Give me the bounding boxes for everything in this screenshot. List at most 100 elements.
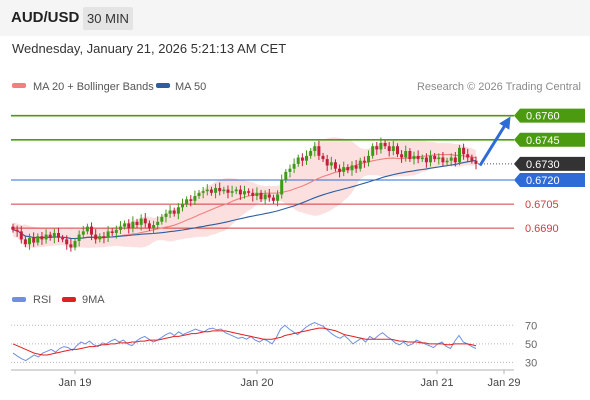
candle-body	[383, 143, 387, 147]
ma50-line	[12, 159, 477, 240]
candle-body	[338, 168, 342, 172]
candle-body	[367, 155, 370, 163]
candle-body	[164, 213, 168, 217]
candle-body	[98, 236, 102, 240]
ma50-legend-swatch	[156, 83, 170, 88]
candle-body	[458, 147, 461, 163]
candle-body	[52, 233, 56, 238]
candle-body	[193, 196, 197, 201]
chart-datetime: Wednesday, January 21, 2026 5:21:13 AM C…	[12, 41, 287, 56]
research-credit: Research © 2026 Trading Central	[417, 81, 581, 93]
candle-body	[358, 160, 362, 169]
candle-body	[15, 229, 19, 232]
candle-body	[412, 155, 416, 160]
time-tick-label: Jan 21	[420, 377, 453, 389]
candle-body	[209, 189, 213, 193]
timeframe-button[interactable]: 30 MIN	[83, 7, 133, 30]
candle-body	[152, 225, 156, 229]
candle-body	[222, 189, 226, 192]
candle-body	[449, 157, 453, 161]
candle-body	[44, 234, 48, 240]
candle-body	[321, 155, 325, 160]
time-tick-label: Jan 29	[487, 377, 520, 389]
candle-body	[466, 154, 470, 158]
candle-body	[123, 223, 127, 227]
candle-body	[441, 157, 445, 163]
candle-body	[445, 160, 449, 163]
candle-body	[77, 234, 81, 241]
candle-body	[453, 157, 457, 163]
candle-body	[156, 221, 160, 225]
candle-body	[271, 197, 275, 201]
candle-body	[280, 180, 284, 195]
time-tick-label: Jan 20	[240, 377, 273, 389]
rsi-legend-swatch	[12, 297, 26, 302]
ma50-legend-label: MA 50	[175, 81, 206, 93]
candle-body	[81, 231, 85, 235]
candle-body	[329, 162, 333, 166]
candle-body	[276, 194, 280, 201]
candle-body	[296, 157, 300, 164]
candle-body	[350, 165, 354, 171]
candle-body	[408, 151, 412, 159]
candle-body	[127, 223, 131, 229]
candle-body	[135, 221, 139, 225]
candle-body	[362, 160, 366, 163]
rsi-ma9-line	[12, 327, 477, 356]
ma9-legend-label: 9MA	[82, 294, 105, 306]
candle-body	[325, 159, 329, 166]
rsi-tick-label: 50	[525, 339, 537, 351]
forecast-arrow	[478, 116, 511, 167]
candle-body	[346, 167, 350, 171]
candle-body	[462, 147, 466, 155]
candle-body	[36, 236, 40, 243]
forecast-arrow-line	[478, 116, 511, 167]
candle-body	[437, 157, 441, 160]
candle-body	[218, 188, 222, 192]
candle-body	[284, 171, 288, 180]
candle-body	[292, 163, 296, 169]
candle-body	[317, 146, 321, 156]
level-label-0.6720: 0.6720	[526, 175, 560, 187]
time-tick-label: Jan 19	[58, 377, 91, 389]
candle-body	[470, 157, 474, 161]
candle-body	[131, 221, 135, 229]
candle-body	[119, 226, 122, 230]
ma20-legend-swatch	[12, 83, 26, 88]
level-label-0.6690: 0.6690	[525, 223, 559, 235]
candle-body	[205, 189, 209, 192]
candle-body	[168, 210, 172, 214]
candle-body	[90, 226, 93, 235]
header-bar: AUD/USD 30 MIN	[0, 0, 590, 36]
candle-body	[300, 157, 304, 161]
ma9-legend-swatch	[62, 297, 76, 302]
candle-body	[313, 146, 317, 151]
candle-body	[73, 241, 77, 248]
candle-body	[243, 191, 246, 195]
candle-body	[32, 237, 36, 243]
candle-body	[176, 207, 180, 214]
level-tag-0.6760	[514, 108, 585, 123]
candle-body	[420, 157, 424, 160]
candle-body	[288, 168, 292, 172]
candle-body	[85, 226, 89, 232]
candle-body	[139, 218, 143, 225]
rsi-tick-label: 70	[525, 320, 537, 332]
candle-body	[309, 151, 313, 156]
level-label-0.6745: 0.6745	[526, 135, 560, 147]
candle-body	[226, 189, 230, 193]
candle-body	[181, 204, 184, 208]
level-tag-0.6745	[514, 132, 585, 147]
candle-body	[247, 191, 251, 193]
candle-body	[433, 155, 437, 160]
candle-body	[371, 146, 375, 156]
candle-body	[267, 194, 271, 198]
candle-body	[61, 237, 65, 240]
candle-body	[404, 151, 408, 158]
level-tags: 0.6760 0.6745 0.6730 0.6720 0.6705 0.6690	[514, 108, 585, 235]
candle-body	[19, 231, 23, 240]
candle-body	[160, 216, 164, 222]
candle-body	[251, 192, 255, 196]
level-label-0.6730: 0.6730	[526, 159, 560, 171]
